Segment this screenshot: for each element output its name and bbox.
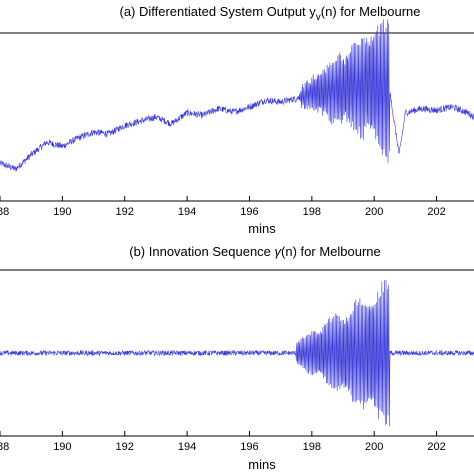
panel-a-x-tick-label: 202	[427, 206, 445, 218]
panel-b-xlabel: mins	[248, 457, 276, 472]
panel-b-title: (b) Innovation Sequence γ(n) for Melbour…	[129, 244, 381, 259]
panel-a-x-tick-label: 188	[0, 206, 9, 218]
panel-b-series-line	[0, 279, 474, 427]
panel-a-x-tick-label: 194	[178, 206, 196, 218]
panel-b-x-tick-label: 200	[365, 441, 383, 453]
panel-b-x-tick-label: 198	[303, 441, 321, 453]
panel-b-x-tick-label: 190	[53, 441, 71, 453]
panel-a-x-tick-label: 200	[365, 206, 383, 218]
panel-b-x-tick-label: 202	[427, 441, 445, 453]
panel-a: (a) Differentiated System Output yv(n) f…	[0, 4, 474, 218]
panel-b-x-tick-label: 188	[0, 441, 9, 453]
panel-b-x-tick-label: 192	[116, 441, 134, 453]
panel-a-xlabel: mins	[248, 221, 276, 236]
panel-a-x-ticks: 188 190 192 194 196 198 200 202	[0, 196, 446, 218]
panel-b-x-tick-label: 194	[178, 441, 196, 453]
panel-a-title: (a) Differentiated System Output yv(n) f…	[119, 4, 420, 23]
panel-a-x-tick-label: 192	[116, 206, 134, 218]
panel-a-x-tick-label: 198	[303, 206, 321, 218]
panel-b: (b) Innovation Sequence γ(n) for Melbour…	[0, 244, 474, 453]
panel-a-series-line	[0, 19, 474, 172]
panel-b-x-ticks: 188 190 192 194 196 198 200 202	[0, 431, 446, 453]
panel-a-x-tick-label: 196	[240, 206, 258, 218]
panel-a-x-tick-label: 190	[53, 206, 71, 218]
panel-b-x-tick-label: 196	[240, 441, 258, 453]
